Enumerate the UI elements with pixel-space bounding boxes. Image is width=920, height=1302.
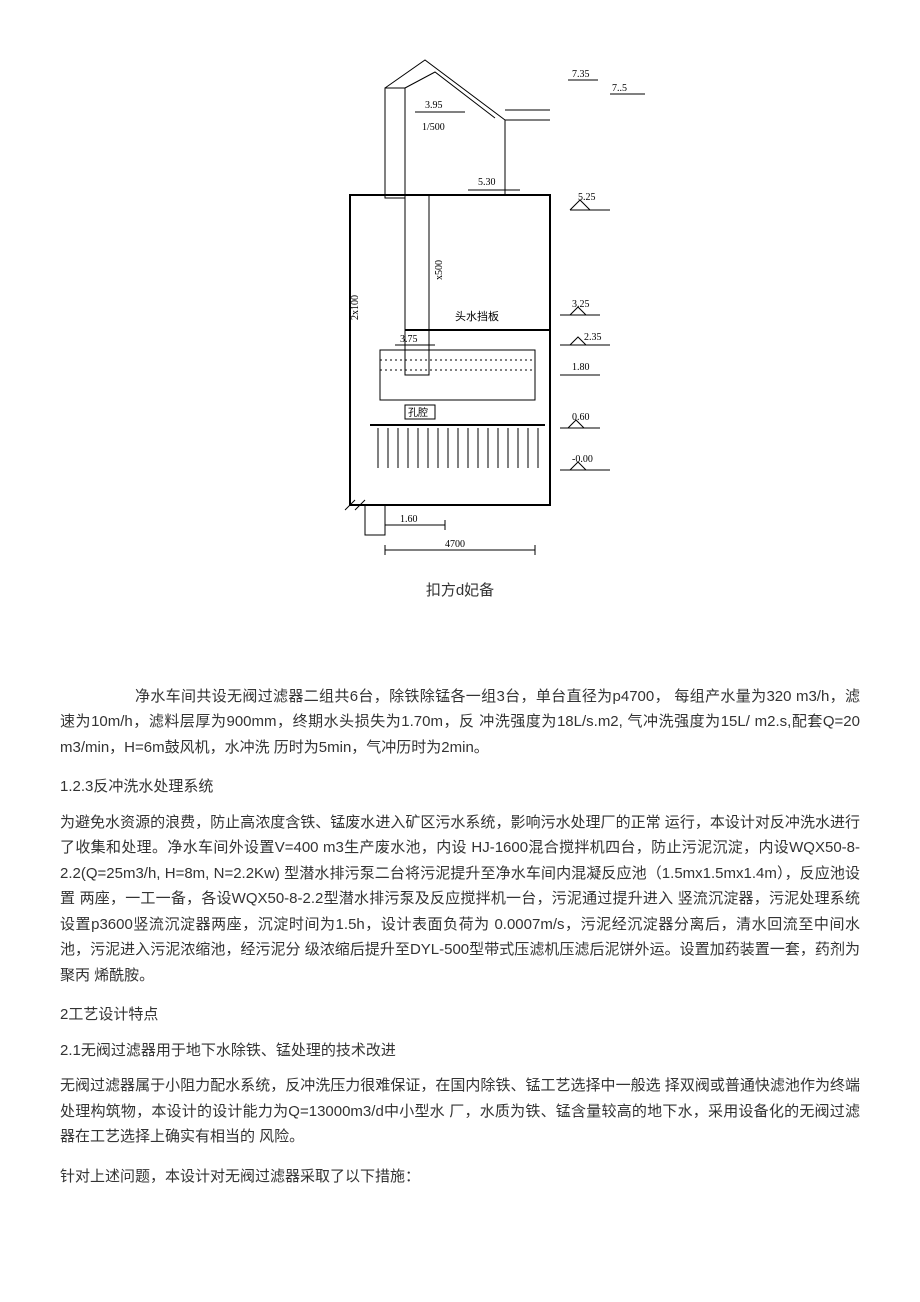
- dim-325r: 3.25: [572, 299, 590, 310]
- filter-diagram: 7.35 7..5 3.95 1/500 5.30 5.25 2x100 x50…: [250, 50, 670, 570]
- paragraph-3: 无阀过滤器属于小阻力配水系统，反冲洗压力很难保证，在国内除铁、锰工艺选择中一般选…: [60, 1073, 860, 1150]
- heading-21: 2.1无阀过滤器用于地下水除铁、锰处理的技术改进: [60, 1038, 860, 1064]
- dim-000: -0.00: [572, 454, 593, 465]
- small-label: 孔腔: [408, 406, 428, 419]
- angle-label: 1/500: [422, 122, 445, 133]
- dim-530: 5.30: [478, 177, 496, 188]
- paragraph-1: 净水车间共设无阀过滤器二组共6台，除铁除锰各一组3台，单台直径为p4700， 每…: [60, 684, 860, 761]
- dim-180: 1.80: [572, 362, 590, 373]
- height-mid: x500: [434, 260, 445, 280]
- height-left: 2x100: [350, 295, 361, 320]
- diagram-container: 7.35 7..5 3.95 1/500 5.30 5.25 2x100 x50…: [60, 50, 860, 604]
- dim-525: 5.25: [578, 192, 596, 203]
- dim-160: 1.60: [400, 514, 418, 525]
- dim-235: 2.35: [584, 332, 602, 343]
- heading-2: 2工艺设计特点: [60, 1002, 860, 1028]
- diagram-caption: 扣方d妃备: [426, 578, 494, 604]
- paragraph-4: 针对上述问题，本设计对无阀过滤器采取了以下措施：: [60, 1164, 860, 1190]
- dim-top-right-1: 7.35: [572, 69, 590, 80]
- dim-top-left: 3.95: [425, 100, 443, 111]
- paragraph-2: 为避免水资源的浪费，防止高浓度含铁、锰废水进入矿区污水系统，影响污水处理厂的正常…: [60, 810, 860, 989]
- center-label: 头水挡板: [455, 309, 499, 323]
- dim-4700: 4700: [445, 539, 465, 550]
- dim-060: 0.60: [572, 412, 590, 423]
- heading-123: 1.2.3反冲洗水处理系统: [60, 774, 860, 800]
- dim-375: 3.75: [400, 334, 418, 345]
- dim-top-right-2: 7..5: [612, 83, 627, 94]
